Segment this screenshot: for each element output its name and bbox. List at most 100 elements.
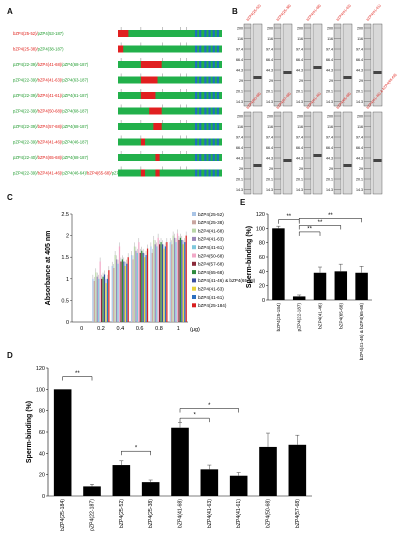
y-tick-label: 20 <box>259 284 265 290</box>
construct-stripe <box>199 45 202 53</box>
bar <box>105 283 107 322</box>
x-tick-label: 1 <box>177 326 180 332</box>
bar <box>139 252 141 322</box>
legend-swatch <box>192 236 196 241</box>
significance-mark: ** <box>328 213 333 219</box>
y-axis-title: Sperm-binding (%) <box>246 226 253 288</box>
marker-label: 66.4 <box>356 146 363 150</box>
marker-label: 14.3 <box>236 188 243 192</box>
absorbance-bar-chart: 0 0.5 1 1.5 2 2.5 0 0.2 0.4 0.6 0.8 1 (μg) Absorbance… <box>45 212 256 333</box>
bar <box>259 446 277 496</box>
bar <box>106 278 109 322</box>
construct-stripe <box>212 107 215 115</box>
x-tick-label: bZP4(25-184) <box>60 499 66 531</box>
marker-label: 200 <box>357 26 363 30</box>
protein-band <box>283 71 292 74</box>
sample-lane <box>252 23 263 107</box>
marker-label: 20.1 <box>326 89 333 93</box>
marker-label: 97.4 <box>266 135 273 139</box>
bar <box>53 389 72 496</box>
construct-label: pZP4(22-39)/bZP4(41-68)/pZP4(68-187) <box>13 62 89 67</box>
construct-stripe <box>208 61 211 68</box>
bar <box>102 276 104 322</box>
marker-label: 20.1 <box>326 177 333 181</box>
marker-label: 116 <box>237 37 243 41</box>
bar <box>121 259 124 322</box>
x-tick-label: bZP4(50-68) <box>266 499 272 528</box>
bar <box>171 244 173 322</box>
marker-label: 97.4 <box>236 135 243 139</box>
construct-label-part: pZP4(61-187) <box>62 93 88 98</box>
bar <box>175 242 177 322</box>
bar <box>93 280 95 322</box>
ladder-lane <box>243 111 252 195</box>
construct-stripe <box>208 30 211 37</box>
bar <box>151 252 153 322</box>
y-tick-label: 100 <box>256 226 265 232</box>
marker-label: 200 <box>357 114 363 118</box>
protein-band <box>343 76 352 79</box>
construct-stripe <box>204 154 207 161</box>
legend-swatch <box>192 220 196 225</box>
legend-swatch <box>192 270 196 275</box>
construct-stripe <box>194 92 198 99</box>
construct-label: pZP4(22-39)/bZP4(57-68)/pZP4(68-187) <box>13 124 89 129</box>
construct-label-part: pZP4(22-39)/ <box>13 124 39 129</box>
marker-label: 14.3 <box>326 188 333 192</box>
construct-stripe <box>204 92 207 99</box>
marker-label: 116 <box>327 125 333 129</box>
bar <box>200 469 219 496</box>
y-tick-label: 20 <box>39 473 45 479</box>
construct-stripe <box>212 45 215 53</box>
construct-bar <box>118 76 222 84</box>
marker-label: 44.3 <box>326 156 333 160</box>
bar <box>144 257 146 322</box>
x-tick-label: bZP4(41-61) <box>236 499 242 528</box>
construct-red-segment <box>155 154 160 161</box>
y-axis-title: Sperm-binding (%) <box>26 401 33 463</box>
construct-label-part: pZP4(22-39)/ <box>13 171 39 176</box>
legend-swatch <box>192 261 196 266</box>
construct-bar <box>118 154 222 161</box>
y-tick-label: 1 <box>66 277 69 283</box>
marker-label: 200 <box>267 26 273 30</box>
x-axis-unit: (μg) <box>190 327 200 333</box>
y-tick-label: 0 <box>66 320 69 326</box>
marker-label: 97.4 <box>296 47 303 51</box>
marker-label: 29 <box>359 167 363 171</box>
y-tick-label: 40 <box>259 269 265 275</box>
marker-label: 116 <box>357 37 363 41</box>
bar <box>272 228 285 300</box>
bar <box>145 255 147 322</box>
construct-red-segment <box>140 92 156 99</box>
y-tick-label: 0.5 <box>61 298 69 304</box>
construct-label-part: pZP4(22-40)/ <box>13 155 39 160</box>
construct-stripe <box>208 92 211 99</box>
bar <box>173 237 176 322</box>
bar <box>133 246 136 322</box>
marker-label: 116 <box>237 125 243 129</box>
construct-stripe <box>208 138 211 146</box>
y-tick-label: 1.5 <box>61 255 69 261</box>
marker-label: 97.4 <box>266 47 273 51</box>
bar <box>176 233 179 322</box>
marker-label: 44.3 <box>296 156 303 160</box>
bar <box>108 270 110 322</box>
marker-label: 29 <box>299 167 303 171</box>
western-blot-panel: 20011697.466.444.32920.114.3bZP4(25-52)2… <box>236 4 398 195</box>
construct-stripe <box>212 30 215 37</box>
construct-label-part: pZP4(68-187) <box>62 109 88 114</box>
ladder-lane <box>363 111 372 195</box>
construct-stripe <box>204 45 207 53</box>
sample-lane <box>312 111 323 195</box>
protein-band <box>253 164 262 167</box>
construct-stripe <box>216 61 219 68</box>
bar <box>154 244 156 322</box>
legend-label: bZP4(41-68) <box>198 228 224 233</box>
construct-red-segment <box>140 76 158 84</box>
x-tick-label: bZP4(41-46) & bZP4(65-68) <box>359 303 364 361</box>
construct-stripe <box>216 123 219 130</box>
marker-label: 66.4 <box>296 58 303 62</box>
bar <box>130 255 133 322</box>
